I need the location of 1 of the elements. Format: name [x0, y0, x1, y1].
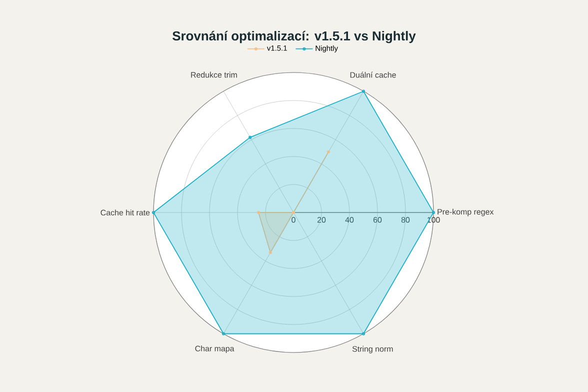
chart-title: Srovnání optimalizací: v1.5.1 vs Nightly	[172, 30, 416, 44]
